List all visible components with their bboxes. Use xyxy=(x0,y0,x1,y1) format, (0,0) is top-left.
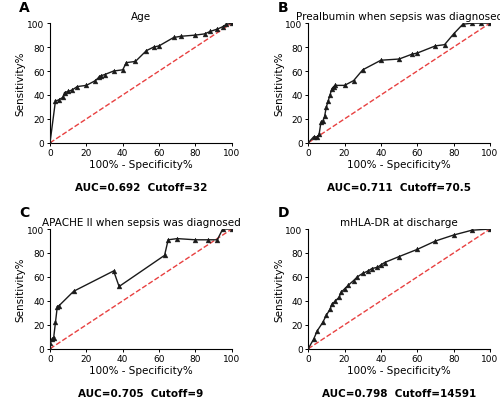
Text: A: A xyxy=(19,0,30,14)
Title: mHLA-DR at discharge: mHLA-DR at discharge xyxy=(340,217,458,227)
Text: D: D xyxy=(278,206,289,220)
Title: Age: Age xyxy=(131,12,151,22)
Y-axis label: Sensitivity%: Sensitivity% xyxy=(16,257,26,321)
Y-axis label: Sensitivity%: Sensitivity% xyxy=(274,52,284,116)
Title: Prealbumin when sepsis was diagnosed: Prealbumin when sepsis was diagnosed xyxy=(296,12,500,22)
Text: C: C xyxy=(19,206,30,220)
X-axis label: 100% - Specificity%: 100% - Specificity% xyxy=(89,159,193,169)
Text: AUC=0.798  Cutoff=14591: AUC=0.798 Cutoff=14591 xyxy=(322,388,476,398)
Text: AUC=0.705  Cutoff=9: AUC=0.705 Cutoff=9 xyxy=(78,388,204,398)
Y-axis label: Sensitivity%: Sensitivity% xyxy=(16,52,26,116)
Title: APACHE II when sepsis was diagnosed: APACHE II when sepsis was diagnosed xyxy=(42,217,240,227)
Text: AUC=0.711  Cutoff=70.5: AUC=0.711 Cutoff=70.5 xyxy=(327,182,471,192)
Text: AUC=0.692  Cutoff=32: AUC=0.692 Cutoff=32 xyxy=(74,182,207,192)
Text: B: B xyxy=(278,0,288,14)
X-axis label: 100% - Specificity%: 100% - Specificity% xyxy=(347,159,451,169)
Y-axis label: Sensitivity%: Sensitivity% xyxy=(274,257,284,321)
X-axis label: 100% - Specificity%: 100% - Specificity% xyxy=(347,365,451,375)
X-axis label: 100% - Specificity%: 100% - Specificity% xyxy=(89,365,193,375)
